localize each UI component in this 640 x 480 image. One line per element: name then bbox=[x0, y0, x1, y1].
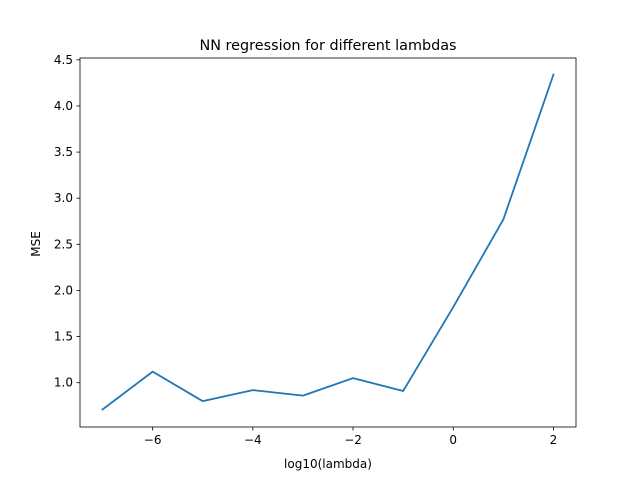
y-tick-label: 4.5 bbox=[54, 53, 73, 67]
x-tick-label: 2 bbox=[550, 433, 558, 447]
y-tick-label: 3.5 bbox=[54, 145, 73, 159]
x-tick-label: 0 bbox=[449, 433, 457, 447]
y-tick-label: 3.0 bbox=[54, 191, 73, 205]
y-tick-label: 2.5 bbox=[54, 237, 73, 251]
x-tick-label: −6 bbox=[144, 433, 162, 447]
chart-title: NN regression for different lambdas bbox=[199, 38, 456, 54]
plot-area bbox=[79, 57, 577, 428]
y-axis-label: MSE bbox=[29, 231, 43, 257]
y-tick-label: 4.0 bbox=[54, 99, 73, 113]
x-axis: −6 −4 −2 0 2 bbox=[144, 427, 557, 447]
x-tick-label: −4 bbox=[244, 433, 262, 447]
series-layer bbox=[101, 73, 555, 411]
y-tick-label: 1.0 bbox=[54, 376, 73, 390]
series-line bbox=[101, 73, 555, 411]
x-tick-label: −2 bbox=[344, 433, 362, 447]
y-tick-label: 1.5 bbox=[54, 330, 73, 344]
y-axis: 1.0 1.5 2.0 2.5 3.0 3.5 4.0 4.5 bbox=[54, 53, 80, 390]
plot-frame bbox=[79, 57, 577, 428]
y-tick-label: 2.0 bbox=[54, 283, 73, 297]
x-axis-label: log10(lambda) bbox=[284, 457, 372, 471]
